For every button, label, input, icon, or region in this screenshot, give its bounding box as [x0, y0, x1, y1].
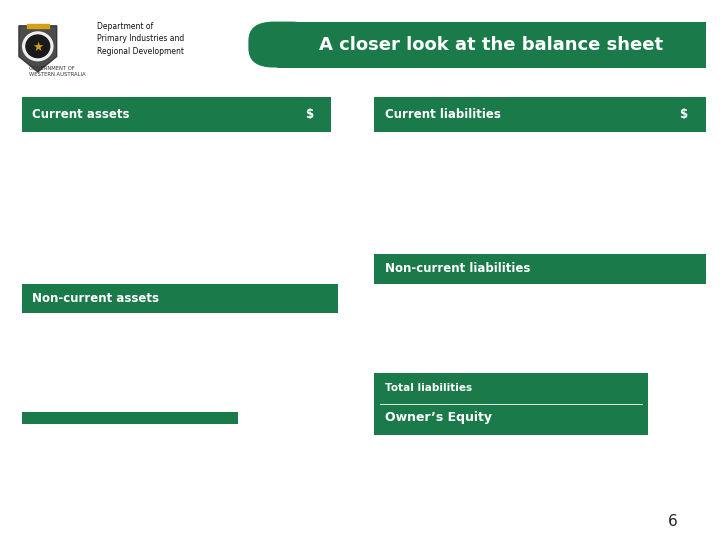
Text: Non-current liabilities: Non-current liabilities [385, 262, 531, 275]
Text: ★: ★ [32, 42, 43, 55]
Bar [374, 97, 706, 132]
Text: GOVERNMENT OF
WESTERN AUSTRALIA: GOVERNMENT OF WESTERN AUSTRALIA [29, 66, 86, 77]
Bar [22, 97, 331, 132]
Bar [374, 254, 706, 284]
Text: $: $ [305, 108, 313, 122]
Bar [27, 24, 48, 28]
Text: Owner’s Equity: Owner’s Equity [385, 411, 492, 424]
Text: Current liabilities: Current liabilities [385, 108, 501, 122]
Polygon shape [19, 26, 57, 72]
Text: Current assets: Current assets [32, 108, 130, 122]
Text: A closer look at the balance sheet: A closer look at the balance sheet [320, 36, 663, 53]
Text: Department of
Primary Industries and
Regional Development: Department of Primary Industries and Reg… [97, 22, 184, 56]
Text: Total liabilities: Total liabilities [385, 383, 472, 393]
Circle shape [26, 35, 50, 58]
Bar [22, 412, 238, 424]
Bar [22, 284, 338, 313]
Text: $: $ [680, 108, 688, 122]
FancyBboxPatch shape [248, 22, 317, 68]
Text: Non-current assets: Non-current assets [32, 292, 159, 305]
Bar [374, 373, 648, 435]
Bar [277, 22, 706, 68]
Text: 6: 6 [668, 514, 678, 529]
Circle shape [22, 32, 53, 60]
